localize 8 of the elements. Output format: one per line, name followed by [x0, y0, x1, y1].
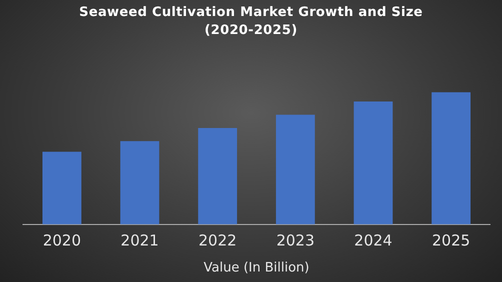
- x-tick-label: 2022: [198, 231, 237, 250]
- x-tick-label: 2021: [120, 231, 159, 250]
- x-axis-title: Value (In Billion): [204, 260, 310, 276]
- x-tick-label: 2023: [276, 231, 315, 250]
- x-tick-label: 2024: [354, 231, 392, 250]
- x-tick-label: 2020: [42, 231, 82, 250]
- chart-title: Seaweed Cultivation Market Growth and Size (2020-2025): [78, 4, 424, 40]
- x-tick-label: 2025: [432, 231, 470, 250]
